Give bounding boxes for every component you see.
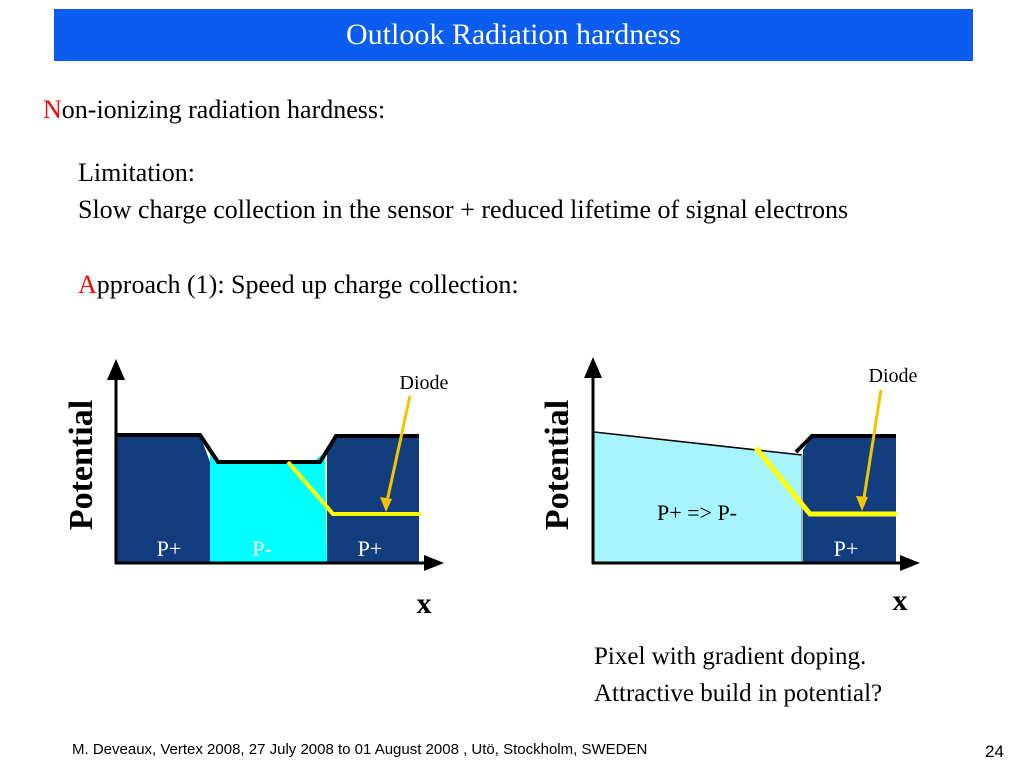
right-x-axis-arrowhead <box>900 555 920 571</box>
conclusion-line-2: Attractive build in potential? <box>594 680 883 707</box>
conclusion-line-1: Pixel with gradient doping. <box>594 643 867 670</box>
slide-title: Outlook Radiation hardness <box>54 9 973 61</box>
heading-text: on-ionizing radiation hardness: <box>61 95 386 124</box>
approach-text: pproach (1): Speed up charge collection: <box>96 270 519 299</box>
left-region-p-minus: P- <box>252 536 272 561</box>
right-gradient-top-edge <box>593 431 803 456</box>
right-potential-curve <box>794 434 896 454</box>
left-region-p-plus-left: P+ <box>157 536 182 561</box>
left-y-axis-arrowhead <box>107 359 125 380</box>
right-diode-label: Diode <box>869 365 918 387</box>
limitation-label: Limitation: <box>78 158 195 187</box>
left-p-plus-region-left <box>116 435 210 562</box>
page-number: 24 <box>985 742 1004 761</box>
right-gradient-region <box>594 432 802 562</box>
right-x-axis-label: x <box>893 584 908 617</box>
right-diode-arrowhead <box>856 496 868 511</box>
heading: Non-ionizing radiation hardness: <box>43 95 385 125</box>
approach-initial: A <box>78 270 97 299</box>
right-y-axis-arrowhead <box>584 357 602 378</box>
left-diode-arrow <box>384 395 412 507</box>
left-y-axis-label: Potential <box>63 400 100 530</box>
left-potential-curve <box>116 433 419 464</box>
left-diode-potential-line <box>286 460 421 516</box>
left-p-minus-region <box>210 452 327 562</box>
right-region-p-plus: P+ <box>834 536 859 561</box>
right-p-plus-region <box>803 436 896 562</box>
left-region-p-plus-right: P+ <box>358 536 383 561</box>
left-diode-arrowhead <box>380 497 392 512</box>
left-x-axis-arrowhead <box>424 555 444 571</box>
right-diode-arrow <box>861 389 883 505</box>
approach: Approach (1): Speed up charge collection… <box>78 270 519 300</box>
right-region-gradient: P+ => P- <box>657 500 737 525</box>
right-y-axis-label: Potential <box>539 400 576 530</box>
limitation-text: Slow charge collection in the sensor + r… <box>78 195 849 224</box>
right-diode-potential-line <box>754 446 897 517</box>
footer-citation: M. Deveaux, Vertex 2008, 27 July 2008 to… <box>72 741 648 758</box>
left-diode-label: Diode <box>400 372 449 394</box>
left-x-axis-label: x <box>417 587 432 620</box>
heading-initial: N <box>43 95 62 124</box>
left-p-plus-region-right <box>327 436 419 562</box>
